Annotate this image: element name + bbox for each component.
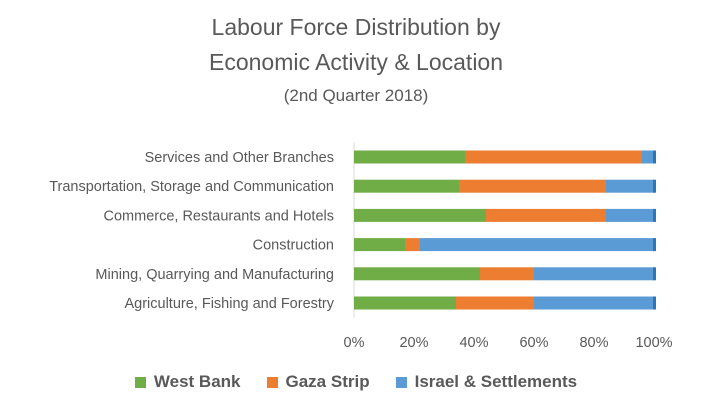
- chart-legend: West Bank Gaza Strip Israel & Settlement…: [0, 372, 712, 392]
- legend-label-israel-settlements: Israel & Settlements: [414, 372, 578, 391]
- category-label-commerce-restaurants-and-hotels: Commerce, Restaurants and Hotels: [104, 208, 335, 224]
- bar-mining-quarrying-and-manufacturing-west-bank: [354, 267, 480, 281]
- bar-commerce-restaurants-and-hotels-west-bank: [354, 208, 486, 222]
- legend-item-israel-settlements: Israel & Settlements: [395, 372, 578, 392]
- legend-item-gaza-strip: Gaza Strip: [266, 372, 370, 392]
- chart-title-line1: Labour Force Distribution by: [211, 14, 501, 40]
- bar-agriculture-fishing-and-forestry-west-bank: [354, 296, 456, 310]
- bar-construction-israel-settlements: [420, 238, 654, 252]
- category-label-transportation-storage-and-communication: Transportation, Storage and Communicatio…: [49, 179, 334, 195]
- x-tick-label-0: 0%: [344, 335, 365, 351]
- bar-transportation-storage-and-communication-gaza-strip: [459, 179, 606, 193]
- bar-commerce-restaurants-and-hotels-israel-settlements: [606, 208, 654, 222]
- bar-end-edge-agriculture-fishing-and-forestry: [653, 296, 656, 310]
- bar-agriculture-fishing-and-forestry-gaza-strip: [456, 296, 534, 310]
- x-tick-label-3: 60%: [519, 335, 548, 351]
- bar-transportation-storage-and-communication-west-bank: [354, 179, 459, 193]
- legend-swatch-israel-settlements: [395, 376, 407, 388]
- chart-title-line2: Economic Activity & Location: [208, 49, 504, 75]
- bar-end-edge-services-and-other-branches: [653, 150, 656, 164]
- legend-swatch-west-bank: [134, 376, 146, 388]
- bar-services-and-other-branches-gaza-strip: [465, 150, 642, 164]
- bar-end-edge-transportation-storage-and-communication: [653, 179, 656, 193]
- bar-mining-quarrying-and-manufacturing-israel-settlements: [534, 267, 654, 281]
- bar-mining-quarrying-and-manufacturing-gaza-strip: [480, 267, 534, 281]
- legend-label-west-bank: West Bank: [153, 372, 241, 391]
- chart-subtitle: (2nd Quarter 2018): [283, 86, 429, 105]
- bar-construction-west-bank: [354, 238, 405, 252]
- bar-commerce-restaurants-and-hotels-gaza-strip: [486, 208, 606, 222]
- bar-transportation-storage-and-communication-israel-settlements: [606, 179, 654, 193]
- bar-end-edge-mining-quarrying-and-manufacturing: [653, 267, 656, 281]
- bar-agriculture-fishing-and-forestry-israel-settlements: [534, 296, 654, 310]
- bar-end-edge-construction: [653, 238, 656, 252]
- bar-services-and-other-branches-west-bank: [354, 150, 465, 164]
- category-label-services-and-other-branches: Services and Other Branches: [145, 150, 334, 166]
- x-tick-label-5: 100%: [635, 335, 672, 351]
- x-tick-label-1: 20%: [399, 335, 428, 351]
- bar-construction-gaza-strip: [405, 238, 420, 252]
- bar-end-edge-commerce-restaurants-and-hotels: [653, 208, 656, 222]
- x-tick-label-2: 40%: [459, 335, 488, 351]
- legend-label-gaza-strip: Gaza Strip: [285, 372, 370, 391]
- bar-services-and-other-branches-israel-settlements: [642, 150, 654, 164]
- legend-item-west-bank: West Bank: [134, 372, 241, 392]
- category-label-agriculture-fishing-and-forestry: Agriculture, Fishing and Forestry: [124, 296, 334, 312]
- category-label-mining-quarrying-and-manufacturing: Mining, Quarrying and Manufacturing: [95, 267, 334, 283]
- x-tick-label-4: 80%: [579, 335, 608, 351]
- legend-swatch-gaza-strip: [266, 376, 278, 388]
- category-label-construction: Construction: [253, 238, 334, 254]
